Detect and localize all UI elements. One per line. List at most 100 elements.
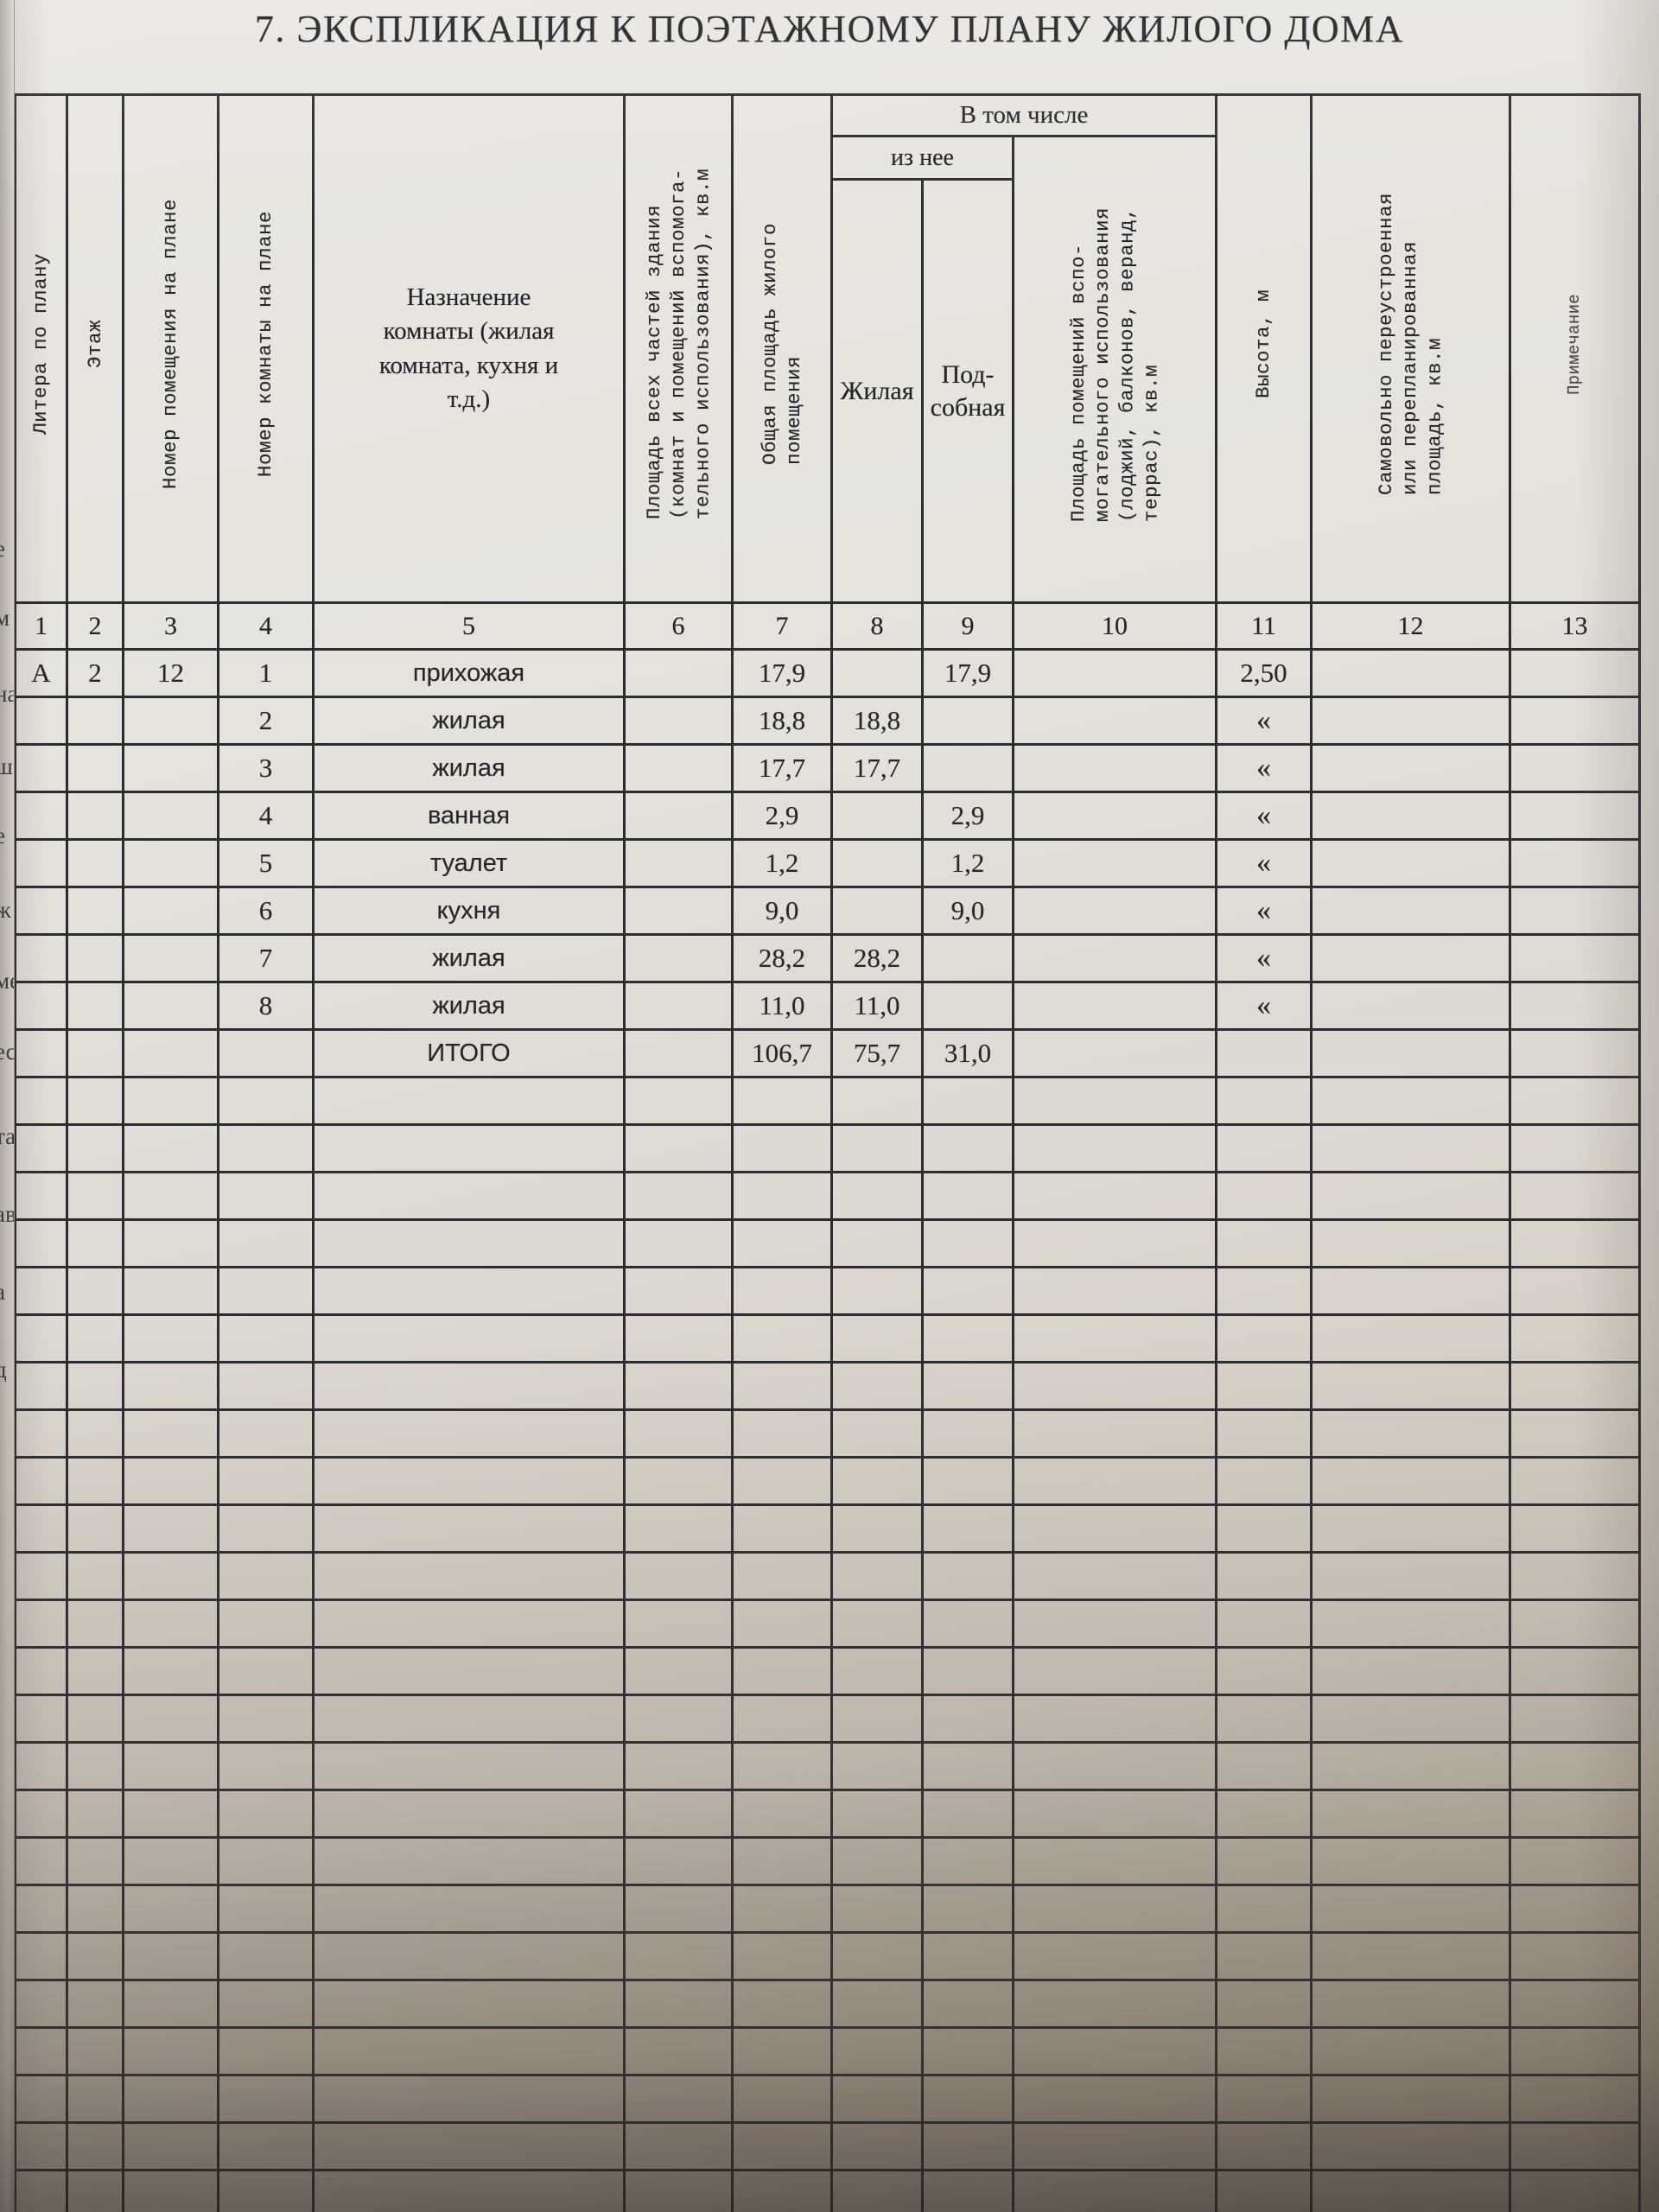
- cell-rempty21-c7: [731, 2074, 833, 2124]
- cell-r0-c9: 17,9: [921, 648, 1014, 698]
- cell-r0-c8: [830, 648, 924, 698]
- cell-rempty16-c10: [1011, 1836, 1218, 1886]
- cell-rempty15-c6: [623, 1789, 734, 1839]
- cell-rempty6-c7: [731, 1361, 833, 1411]
- cell-r1-c8: 18,8: [830, 696, 924, 746]
- cell-rempty4-c8: [830, 1266, 924, 1316]
- cell-rempty12-c10: [1011, 1646, 1218, 1696]
- cell-rempty7-c6: [623, 1408, 734, 1459]
- cell-rempty22-c7: [731, 2121, 833, 2171]
- table-row: 7 жилая 28,2 28,2 «: [14, 933, 1642, 983]
- cell-r3-c4: 4: [217, 791, 315, 841]
- cell-rempty20-c3: [122, 2026, 219, 2076]
- cell-r0-c6: [623, 648, 734, 698]
- cell-rempty12-c8: [830, 1646, 924, 1696]
- cell-rempty9-c7: [731, 1503, 833, 1554]
- cell-rempty10-c1: [14, 1551, 68, 1601]
- cell-rempty22-c3: [122, 2121, 219, 2171]
- cell-rempty19-c11: [1215, 1979, 1313, 2029]
- cell-r8-c4: [217, 1028, 315, 1078]
- cell-rempty20-c2: [66, 2026, 124, 2076]
- cell-r3-c11: «: [1215, 791, 1313, 841]
- cell-rempty8-c4: [217, 1456, 315, 1506]
- cell-r3-c3: [122, 791, 219, 841]
- col-num-6: 6: [623, 601, 734, 651]
- cell-rempty19-c2: [66, 1979, 124, 2029]
- cell-rempty11-c4: [217, 1599, 315, 1649]
- cell-rempty17-c6: [623, 1884, 734, 1934]
- edge-letter: та: [0, 1123, 14, 1149]
- cell-rempty6-c3: [122, 1361, 219, 1411]
- cell-rempty8-c2: [66, 1456, 124, 1506]
- cell-r7-c1: [14, 981, 68, 1031]
- cell-rempty7-c2: [66, 1408, 124, 1459]
- empty-table-row: [14, 1646, 1642, 1696]
- cell-rempty9-c12: [1310, 1503, 1512, 1554]
- cell-rempty15-c13: [1509, 1789, 1642, 1839]
- col-header-zhilaya: Жилая: [830, 178, 924, 604]
- cell-rempty1-c5: [312, 1123, 626, 1173]
- cell-rempty2-c11: [1215, 1171, 1313, 1221]
- cell-rempty18-c4: [217, 1931, 315, 1981]
- cell-rempty4-c2: [66, 1266, 124, 1316]
- cell-rempty20-c6: [623, 2026, 734, 2076]
- cell-rempty8-c1: [14, 1456, 68, 1506]
- cell-rempty19-c6: [623, 1979, 734, 2029]
- cell-r1-c6: [623, 696, 734, 746]
- cell-r2-c5: жилая: [312, 743, 626, 793]
- cell-rempty2-c10: [1011, 1171, 1218, 1221]
- cell-rempty11-c11: [1215, 1599, 1313, 1649]
- cell-r7-c3: [122, 981, 219, 1031]
- cell-rempty12-c6: [623, 1646, 734, 1696]
- cell-rempty22-c2: [66, 2121, 124, 2171]
- cell-r3-c7: 2,9: [731, 791, 833, 841]
- cell-rempty21-c4: [217, 2074, 315, 2124]
- cell-rempty18-c9: [921, 1931, 1014, 1981]
- cell-r1-c10: [1011, 696, 1218, 746]
- cell-rempty3-c5: [312, 1218, 626, 1268]
- cell-rempty12-c11: [1215, 1646, 1313, 1696]
- cell-rempty18-c1: [14, 1931, 68, 1981]
- cell-rempty7-c13: [1509, 1408, 1642, 1459]
- cell-rempty16-c4: [217, 1836, 315, 1886]
- cell-rempty3-c2: [66, 1218, 124, 1268]
- col-num-1: 1: [14, 601, 68, 651]
- cell-rempty18-c10: [1011, 1931, 1218, 1981]
- cell-rempty4-c11: [1215, 1266, 1313, 1316]
- cell-rempty17-c2: [66, 1884, 124, 1934]
- cell-r2-c1: [14, 743, 68, 793]
- empty-table-row: [14, 2121, 1642, 2171]
- cell-r4-c6: [623, 838, 734, 888]
- col-num-4: 4: [217, 601, 315, 651]
- cell-rempty16-c2: [66, 1836, 124, 1886]
- cell-rempty14-c2: [66, 1741, 124, 1791]
- cell-rempty9-c3: [122, 1503, 219, 1554]
- cell-rempty13-c11: [1215, 1694, 1313, 1744]
- cell-rempty8-c11: [1215, 1456, 1313, 1506]
- cell-rempty13-c3: [122, 1694, 219, 1744]
- cell-r7-c4: 8: [217, 981, 315, 1031]
- cell-rempty7-c11: [1215, 1408, 1313, 1459]
- cell-r4-c10: [1011, 838, 1218, 888]
- cell-rempty5-c2: [66, 1313, 124, 1363]
- cell-rempty9-c10: [1011, 1503, 1218, 1554]
- cell-rempty5-c4: [217, 1313, 315, 1363]
- empty-table-row: [14, 1456, 1642, 1506]
- cell-rempty2-c4: [217, 1171, 315, 1221]
- cell-rempty13-c1: [14, 1694, 68, 1744]
- cell-rempty22-c5: [312, 2121, 626, 2171]
- cell-rempty23-c6: [623, 2169, 734, 2212]
- cell-rempty19-c8: [830, 1979, 924, 2029]
- group-header-v-tom-chisle: В том числе: [830, 93, 1218, 137]
- cell-r3-c5: ванная: [312, 791, 626, 841]
- cell-rempty19-c10: [1011, 1979, 1218, 2029]
- table-body: А 2 12 1 прихожая 17,9 17,9 2,50 2 жилая 18,8 18,8 «…: [14, 648, 1642, 2212]
- cell-rempty14-c10: [1011, 1741, 1218, 1791]
- cell-rempty15-c3: [122, 1789, 219, 1839]
- cell-rempty8-c5: [312, 1456, 626, 1506]
- cell-rempty10-c9: [921, 1551, 1014, 1601]
- cell-rempty13-c7: [731, 1694, 833, 1744]
- cell-r6-c6: [623, 933, 734, 983]
- cell-rempty7-c4: [217, 1408, 315, 1459]
- cell-rempty14-c3: [122, 1741, 219, 1791]
